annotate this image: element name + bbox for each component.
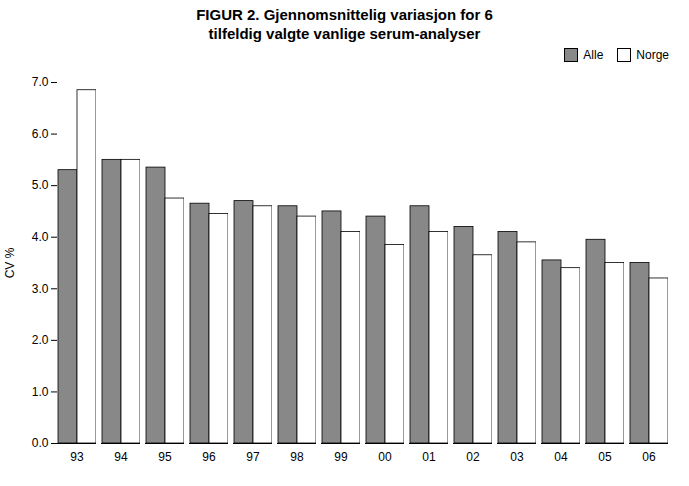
svg-text:00: 00 <box>378 450 392 464</box>
svg-text:4.0: 4.0 <box>32 230 49 244</box>
svg-text:93: 93 <box>70 450 84 464</box>
svg-text:06: 06 <box>642 450 656 464</box>
html-text:Norge: Norge <box>636 47 669 62</box>
svg-text:94: 94 <box>114 450 128 464</box>
svg-text:5.0: 5.0 <box>32 178 49 192</box>
svg-text:6.0: 6.0 <box>32 126 49 140</box>
svg-text:98: 98 <box>290 450 304 464</box>
svg-text:02: 02 <box>466 450 480 464</box>
svg-text:7.0: 7.0 <box>32 75 49 89</box>
svg-text:CV %: CV % <box>3 247 17 278</box>
html-text:Alle: Alle <box>583 47 604 62</box>
svg-text:0.0: 0.0 <box>32 436 49 450</box>
svg-text:99: 99 <box>334 450 348 464</box>
svg-text:97: 97 <box>246 450 260 464</box>
svg-text:96: 96 <box>202 450 216 464</box>
svg-text:01: 01 <box>422 450 436 464</box>
svg-text:04: 04 <box>554 450 568 464</box>
svg-text:05: 05 <box>598 450 612 464</box>
html-text:FIGUR 2. Gjennomsnittelig vari: FIGUR 2. Gjennomsnittelig variasjon for … <box>196 6 493 42</box>
svg-text:2.0: 2.0 <box>32 333 49 347</box>
svg-text:1.0: 1.0 <box>32 384 49 398</box>
svg-text:03: 03 <box>510 450 524 464</box>
svg-text:3.0: 3.0 <box>32 281 49 295</box>
svg-text:95: 95 <box>158 450 172 464</box>
